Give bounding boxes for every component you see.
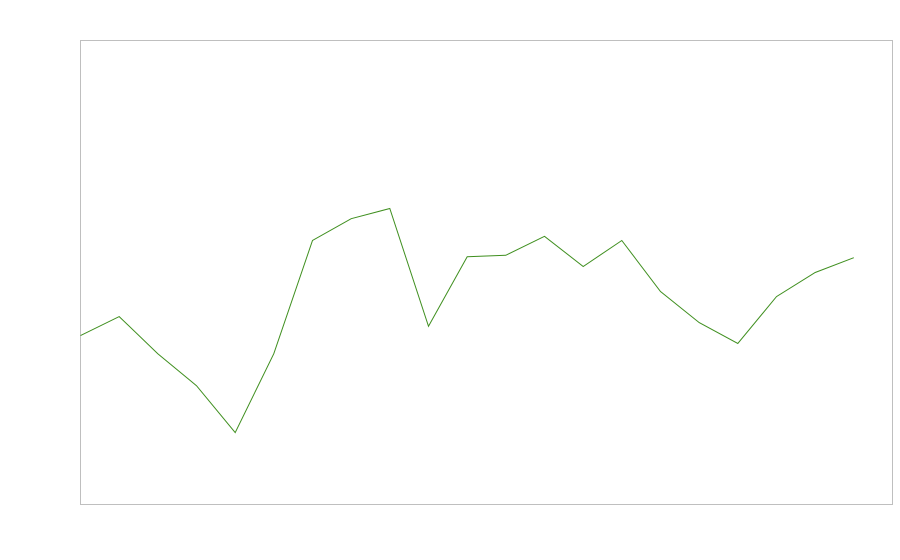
series-layer [80, 207, 854, 434]
plot-frame [80, 40, 893, 505]
series-line-0 [80, 207, 854, 434]
